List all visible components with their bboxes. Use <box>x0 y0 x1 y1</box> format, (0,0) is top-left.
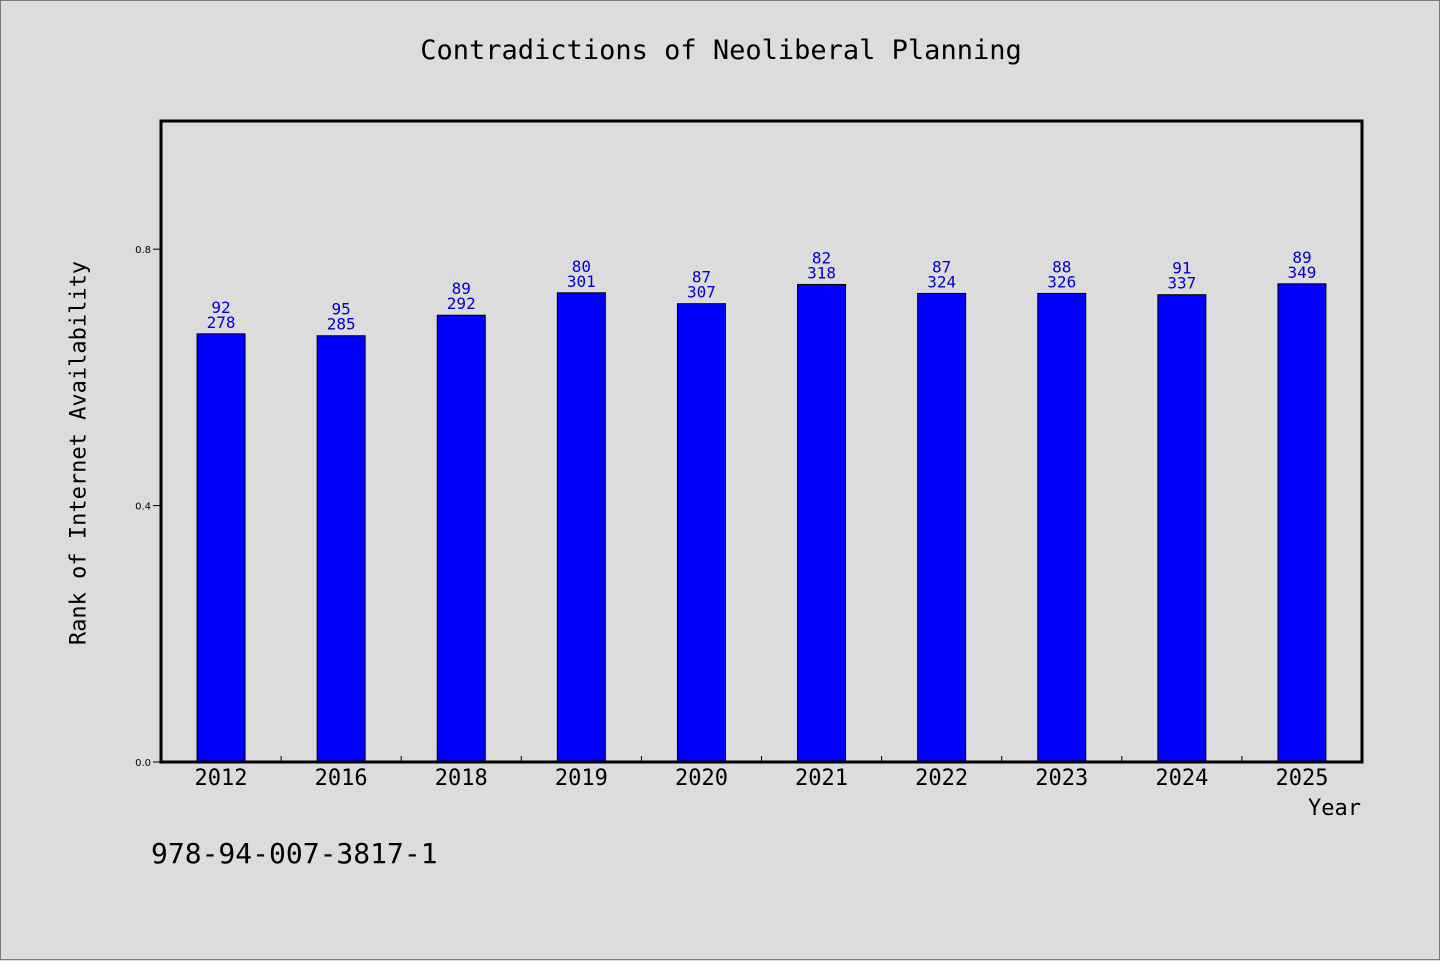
chart-title: Contradictions of Neoliberal Planning <box>420 35 1022 66</box>
bar-2020 <box>676 303 726 763</box>
data-label-bottom-2025: 349 <box>1287 263 1316 282</box>
x-tick-label-2023: 2023 <box>1035 766 1088 791</box>
data-label-bottom-2021: 318 <box>807 263 836 282</box>
data-label-top-2016: 95 <box>332 300 351 319</box>
x-tick-label-2024: 2024 <box>1155 766 1208 791</box>
data-label-bottom-2012: 278 <box>207 313 236 332</box>
data-label-top-2025: 89 <box>1292 248 1311 267</box>
data-label-bottom-2022: 324 <box>927 272 956 291</box>
bar-2019 <box>556 292 606 763</box>
data-label-top-2022: 87 <box>932 257 951 276</box>
bar-2022 <box>917 292 967 763</box>
data-label-bottom-2016: 285 <box>327 315 356 334</box>
bar-2012 <box>196 333 246 763</box>
bar-2023 <box>1037 292 1087 763</box>
x-tick-label-2021: 2021 <box>795 766 848 791</box>
data-label-bottom-2018: 292 <box>447 294 476 313</box>
bar-2025 <box>1277 283 1327 763</box>
data-label-bottom-2024: 337 <box>1167 274 1196 293</box>
x-tick-label-2012: 2012 <box>195 766 248 791</box>
data-label-top-2019: 80 <box>572 257 591 276</box>
data-label-top-2020: 87 <box>692 268 711 287</box>
data-label-top-2024: 91 <box>1172 259 1191 278</box>
data-label-top-2018: 89 <box>452 279 471 298</box>
bar-2018 <box>436 314 486 763</box>
bar-2021 <box>797 283 847 763</box>
data-label-top-2012: 92 <box>211 298 230 317</box>
y-tick-label-0.8: 0.8 <box>135 245 151 256</box>
x-tick-label-2019: 2019 <box>555 766 608 791</box>
y-tick-label-0.0: 0.0 <box>135 758 151 769</box>
x-tick-label-2018: 2018 <box>435 766 488 791</box>
x-axis-label: Year <box>1308 796 1361 821</box>
data-label-bottom-2019: 301 <box>567 272 596 291</box>
data-label-top-2023: 88 <box>1052 257 1071 276</box>
y-tick-label-0.4: 0.4 <box>135 502 151 513</box>
data-label-top-2021: 82 <box>812 248 831 267</box>
x-tick-label-2025: 2025 <box>1275 766 1328 791</box>
isbn-footnote: 978-94-007-3817-1 <box>151 837 438 870</box>
x-tick-label-2016: 2016 <box>315 766 368 791</box>
x-tick-label-2020: 2020 <box>675 766 728 791</box>
data-label-bottom-2023: 326 <box>1047 272 1076 291</box>
x-tick-label-2022: 2022 <box>915 766 968 791</box>
bar-2016 <box>316 335 366 763</box>
bar-2024 <box>1157 294 1207 763</box>
data-label-bottom-2020: 307 <box>687 283 716 302</box>
